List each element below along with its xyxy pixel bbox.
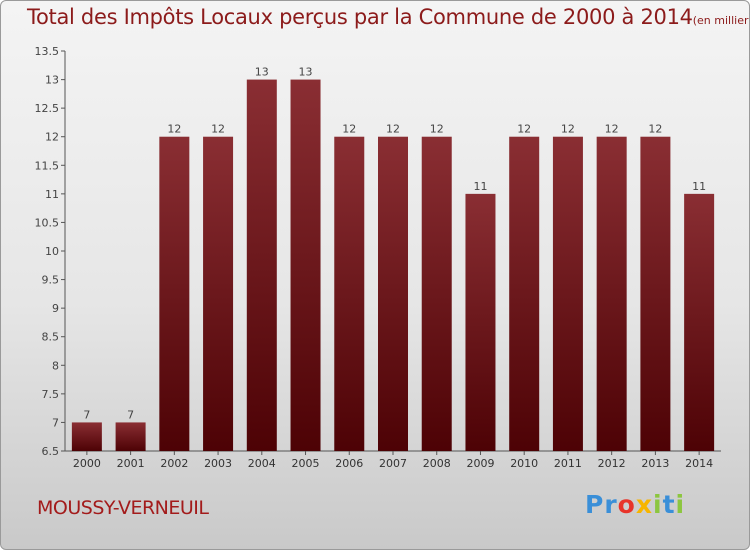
x-tick-label: 2000 (73, 457, 101, 470)
y-tick-label: 9.5 (42, 274, 60, 287)
logo-letter: i (653, 490, 663, 519)
bar (334, 136, 365, 451)
y-tick-label: 8.5 (42, 331, 60, 344)
commune-name: MOUSSY-VERNEUIL (37, 497, 209, 519)
bar (115, 422, 146, 451)
x-tick-label: 2012 (598, 457, 626, 470)
x-tick-label: 2001 (117, 457, 145, 470)
bar (640, 136, 671, 451)
logo-letter: r (604, 490, 618, 519)
x-tick-label: 2007 (379, 457, 407, 470)
bar (203, 136, 234, 451)
y-tick-label: 12 (45, 131, 59, 144)
y-tick-label: 11 (45, 188, 59, 201)
logo-letter: o (617, 490, 636, 519)
chart-title-text: Total des Impôts Locaux perçus par la Co… (27, 5, 693, 29)
bar (421, 136, 452, 451)
logo-letter: x (635, 490, 653, 519)
data-label: 11 (692, 180, 706, 193)
x-tick-label: 2006 (335, 457, 363, 470)
data-label: 12 (517, 123, 531, 136)
y-tick-label: 13.5 (35, 45, 60, 58)
bars (71, 79, 715, 452)
x-tick-label: 2005 (292, 457, 320, 470)
logo-letter: t (662, 490, 676, 519)
bar (246, 79, 277, 452)
proxiti-logo: Proxiti (585, 490, 685, 519)
y-tick-label: 6.5 (42, 445, 60, 458)
bar (509, 136, 540, 451)
data-label: 12 (648, 123, 662, 136)
bar (290, 79, 321, 452)
bar (159, 136, 190, 451)
data-label: 12 (561, 123, 575, 136)
logo-letter: i (675, 490, 686, 519)
bar (684, 193, 715, 451)
bar (378, 136, 408, 451)
data-label: 7 (127, 408, 134, 421)
data-label: 12 (430, 123, 444, 136)
y-tick-label: 10 (45, 245, 59, 258)
x-tick-label: 2014 (685, 457, 713, 470)
bar (71, 422, 102, 451)
y-tick-label: 10.5 (35, 216, 60, 229)
bar (465, 193, 496, 451)
y-tick-label: 7 (52, 416, 59, 429)
y-tick-label: 11.5 (35, 159, 60, 172)
y-tick-label: 7.5 (42, 388, 60, 401)
data-label: 13 (299, 66, 313, 79)
data-label: 13 (255, 66, 269, 79)
x-tick-label: 2013 (641, 457, 669, 470)
x-tick-label: 2004 (248, 457, 276, 470)
chart-unit: (en milliers d'€) (692, 14, 749, 27)
logo-letter: P (585, 490, 605, 519)
y-tick-label: 8 (52, 359, 59, 372)
data-labels: 7 7 12 12 13 13 12 12 12 11 12 12 12 12 11 (83, 66, 706, 422)
x-tick-label: 2010 (510, 457, 538, 470)
y-tick-label: 13 (45, 74, 59, 87)
axes: 6.5 7 7.5 8 8.5 9 9.5 10 10.5 11 11.5 12 12.5 13 13.5 2… (35, 45, 721, 470)
x-tick-label: 2003 (204, 457, 232, 470)
y-tick-label: 9 (52, 302, 59, 315)
bar (552, 136, 583, 451)
x-tick-label: 2009 (466, 457, 494, 470)
x-tick-label: 2011 (554, 457, 582, 470)
data-label: 12 (342, 123, 356, 136)
data-label: 12 (211, 123, 225, 136)
x-tick-label: 2008 (423, 457, 451, 470)
data-label: 11 (473, 180, 487, 193)
data-label: 12 (167, 123, 181, 136)
bar (596, 136, 627, 451)
data-label: 7 (83, 408, 90, 421)
y-tick-label: 12.5 (35, 102, 60, 115)
data-label: 12 (605, 123, 619, 136)
chart-title: Total des Impôts Locaux perçus par la Co… (27, 5, 749, 29)
data-label: 12 (386, 123, 400, 136)
x-tick-label: 2002 (160, 457, 188, 470)
